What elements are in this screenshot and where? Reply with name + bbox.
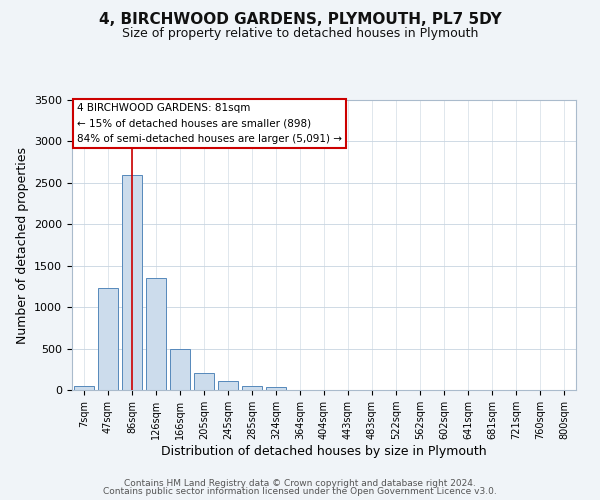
Bar — [146, 278, 166, 390]
Text: 4 BIRCHWOOD GARDENS: 81sqm
← 15% of detached houses are smaller (898)
84% of sem: 4 BIRCHWOOD GARDENS: 81sqm ← 15% of deta… — [77, 103, 342, 144]
Text: 4, BIRCHWOOD GARDENS, PLYMOUTH, PL7 5DY: 4, BIRCHWOOD GARDENS, PLYMOUTH, PL7 5DY — [98, 12, 502, 28]
X-axis label: Distribution of detached houses by size in Plymouth: Distribution of detached houses by size … — [161, 445, 487, 458]
Bar — [266, 386, 286, 390]
Text: Contains HM Land Registry data © Crown copyright and database right 2024.: Contains HM Land Registry data © Crown c… — [124, 478, 476, 488]
Text: Size of property relative to detached houses in Plymouth: Size of property relative to detached ho… — [122, 28, 478, 40]
Bar — [122, 176, 142, 390]
Text: Contains public sector information licensed under the Open Government Licence v3: Contains public sector information licen… — [103, 487, 497, 496]
Bar — [218, 381, 238, 390]
Bar — [194, 374, 214, 390]
Bar — [170, 348, 190, 390]
Bar — [242, 386, 262, 390]
Bar — [98, 288, 118, 390]
Y-axis label: Number of detached properties: Number of detached properties — [16, 146, 29, 344]
Bar — [74, 386, 94, 390]
